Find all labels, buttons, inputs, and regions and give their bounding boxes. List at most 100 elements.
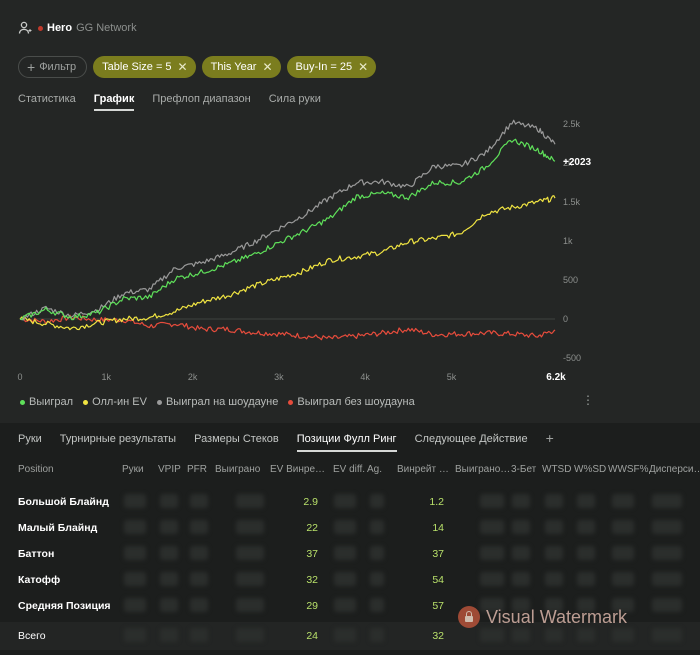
winrate-value: 37	[432, 548, 444, 560]
position-label: Малый Блайнд	[18, 522, 98, 534]
filter-chip-period[interactable]: This Year ✕	[201, 56, 281, 78]
hidden-cell	[612, 520, 634, 534]
x-tick-label: 3k	[274, 372, 284, 382]
y-tick-label: 2.5k	[563, 119, 581, 129]
column-header[interactable]: WWSF%	[608, 464, 649, 475]
column-header[interactable]: EV Винре…	[270, 464, 326, 475]
tab-statistics[interactable]: Статистика	[18, 93, 76, 105]
hidden-cell	[612, 628, 634, 642]
hidden-cell	[334, 598, 356, 612]
y-tick-label: 500	[563, 275, 578, 285]
hidden-cell	[160, 598, 178, 612]
hidden-cell	[334, 546, 356, 560]
close-icon[interactable]: ✕	[358, 60, 369, 74]
hidden-cell	[160, 546, 178, 560]
hidden-cell	[370, 628, 384, 642]
filter-chip-label: This Year	[210, 61, 257, 73]
close-icon[interactable]: ✕	[262, 60, 273, 74]
top-tabs: Статистика График Префлоп диапазон Сила …	[18, 93, 321, 111]
player-header[interactable]: Hero GG Network	[18, 21, 137, 35]
plus-icon: +	[27, 59, 36, 75]
tab-stack-sizes[interactable]: Размеры Стеков	[194, 433, 279, 445]
series-line-allin_ev	[19, 195, 556, 331]
tab-positions-full-ring[interactable]: Позиции Фулл Ринг	[296, 433, 397, 452]
tab-tournament-results[interactable]: Турнирные результаты	[59, 433, 177, 445]
legend-item-non-showdown[interactable]: Выиграл без шоудауна	[288, 396, 415, 408]
position-label: Баттон	[18, 548, 55, 560]
column-header[interactable]: Руки	[122, 464, 144, 475]
series-line-won	[19, 138, 556, 321]
column-header[interactable]: Винрейт …	[397, 464, 449, 475]
column-header[interactable]: EV diff.	[333, 464, 366, 475]
hidden-cell	[190, 546, 208, 560]
x-tick-label: 5k	[447, 372, 457, 382]
table-total-row[interactable]: Всего 24 32	[0, 622, 700, 650]
column-header[interactable]: WTSD	[542, 464, 572, 475]
column-header[interactable]: W%SD	[574, 464, 607, 475]
hidden-cell	[334, 494, 356, 508]
table-row[interactable]: Баттон 37 37	[0, 540, 700, 566]
y-tick-label: 1k	[563, 236, 573, 246]
legend-label: Выиграл без шоудауна	[297, 396, 415, 408]
hidden-cell	[577, 628, 595, 642]
close-icon[interactable]: ✕	[177, 60, 188, 74]
column-header[interactable]: Выиграно	[215, 464, 261, 475]
column-header[interactable]: VPIP	[158, 464, 181, 475]
tab-graph[interactable]: График	[93, 93, 135, 111]
legend-swatch	[83, 399, 89, 405]
legend-item-allin-ev[interactable]: Олл-ин EV	[83, 396, 147, 408]
hidden-cell	[370, 598, 384, 612]
column-header[interactable]: PFR	[187, 464, 207, 475]
network-name: GG Network	[76, 22, 137, 34]
column-header[interactable]: Выиграно…	[455, 464, 511, 475]
legend-item-won[interactable]: Выиграл	[20, 396, 73, 408]
column-header[interactable]: Дисперси…	[649, 464, 700, 475]
position-label: Средняя Позиция	[18, 600, 111, 612]
series-line-showdown	[19, 119, 556, 321]
hidden-cell	[190, 494, 208, 508]
filter-chip-buy-in[interactable]: Buy-In = 25 ✕	[286, 56, 377, 78]
column-header[interactable]: Ag.	[367, 464, 383, 475]
table-row[interactable]: Малый Блайнд 22 14	[0, 514, 700, 540]
column-header[interactable]: 3-Бет	[511, 464, 537, 475]
tab-hands[interactable]: Руки	[18, 433, 42, 445]
winnings-chart[interactable]: 2.5k 2k 1.5k 1k 500 0 -500 0 1k 2k 3k 4k 5k 6.2k +2023	[0, 112, 700, 384]
table-row[interactable]: Катофф 32 54	[0, 566, 700, 592]
hidden-cell	[190, 598, 208, 612]
hidden-cell	[124, 598, 146, 612]
table-row[interactable]: Средняя Позиция 29 57	[0, 592, 700, 618]
table-row[interactable]: Большой Блайнд 2.9 1.2	[0, 488, 700, 514]
filter-chip-table-size[interactable]: Table Size = 5 ✕	[93, 56, 196, 78]
hidden-cell	[612, 546, 634, 560]
hidden-cell	[480, 628, 504, 642]
tab-next-action[interactable]: Следующее Действие	[414, 433, 528, 445]
position-label: Катофф	[18, 574, 61, 586]
winrate-value: 57	[432, 600, 444, 612]
hidden-cell	[334, 628, 356, 642]
ev-winrate-value: 29	[306, 600, 318, 612]
y-tick-label: 0	[563, 314, 568, 324]
hidden-cell	[480, 546, 504, 560]
hidden-cell	[480, 520, 504, 534]
tab-hand-strength[interactable]: Сила руки	[268, 93, 321, 105]
winrate-value: 54	[432, 574, 444, 586]
legend-label: Выиграл на шоудауне	[165, 396, 279, 408]
hidden-cell	[370, 520, 384, 534]
add-filter-button[interactable]: + Фильтр	[18, 56, 88, 78]
legend-item-showdown[interactable]: Выиграл на шоудауне	[156, 396, 279, 408]
filter-bar: + Фильтр Table Size = 5 ✕ This Year ✕ Bu…	[18, 56, 377, 78]
ev-winrate-value: 2.9	[303, 496, 318, 508]
player-name: Hero	[47, 22, 73, 34]
end-value-label: +2023	[563, 157, 592, 168]
column-header[interactable]: Position	[18, 464, 54, 475]
more-options-icon[interactable]: ⋮	[582, 393, 594, 407]
filter-chip-label: Buy-In = 25	[295, 61, 353, 73]
hidden-cell	[236, 546, 264, 560]
hidden-cell	[512, 494, 530, 508]
hidden-cell	[236, 628, 264, 642]
tab-preflop-range[interactable]: Префлоп диапазон	[152, 93, 251, 105]
chart-legend: Выиграл Олл-ин EV Выиграл на шоудауне Вы…	[20, 396, 415, 408]
hidden-cell	[124, 628, 146, 642]
add-tab-icon[interactable]: +	[545, 430, 554, 446]
hidden-cell	[652, 546, 682, 560]
